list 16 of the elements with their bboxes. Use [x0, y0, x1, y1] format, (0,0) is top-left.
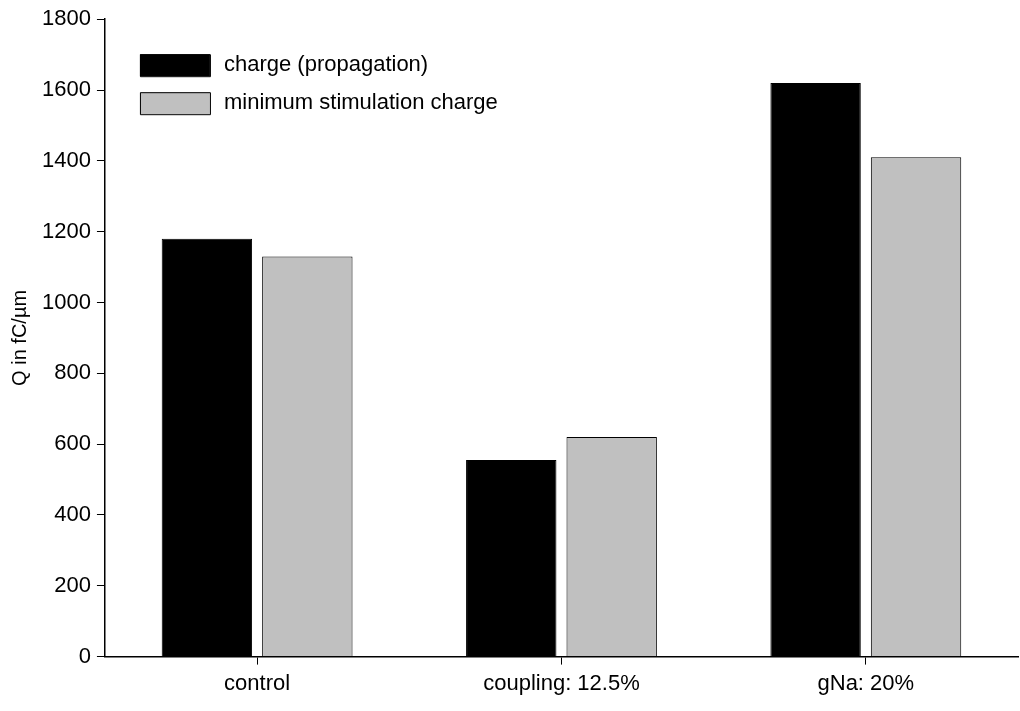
x-tick-label: coupling: 12.5% [483, 669, 640, 695]
y-tick-label: 400 [54, 501, 91, 527]
x-tick-label: control [224, 669, 291, 695]
legend-label: charge (propagation) [223, 51, 429, 77]
x-tick-label: gNa: 20% [817, 669, 915, 695]
y-tick-label: 1800 [41, 5, 91, 31]
y-tick-label: 800 [54, 359, 91, 385]
y-tick-label: 1600 [41, 76, 91, 102]
legend-label: minimum stimulation charge [223, 89, 498, 115]
y-tick-label: 0 [78, 642, 91, 668]
y-tick-label: 1000 [41, 288, 91, 314]
y-axis-title: Q in fC/µm [7, 289, 30, 386]
y-tick-label: 1400 [41, 146, 91, 172]
y-tick-label: 600 [54, 430, 91, 456]
y-tick-label: 200 [54, 571, 91, 597]
y-tick-label: 1200 [41, 217, 91, 243]
